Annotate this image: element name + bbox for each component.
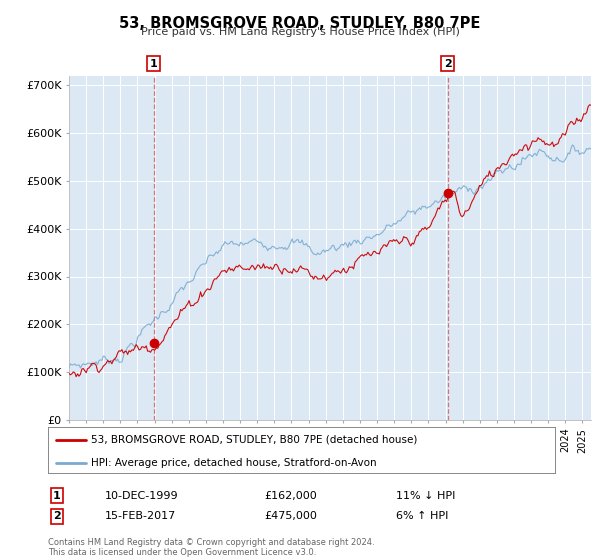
- Text: Price paid vs. HM Land Registry's House Price Index (HPI): Price paid vs. HM Land Registry's House …: [140, 27, 460, 37]
- Text: 6% ↑ HPI: 6% ↑ HPI: [396, 511, 448, 521]
- Text: 15-FEB-2017: 15-FEB-2017: [105, 511, 176, 521]
- Text: This data is licensed under the Open Government Licence v3.0.: This data is licensed under the Open Gov…: [48, 548, 316, 557]
- Text: £162,000: £162,000: [264, 491, 317, 501]
- Text: HPI: Average price, detached house, Stratford-on-Avon: HPI: Average price, detached house, Stra…: [91, 458, 377, 468]
- Text: 2: 2: [444, 59, 451, 69]
- Text: 1: 1: [150, 59, 158, 69]
- Text: Contains HM Land Registry data © Crown copyright and database right 2024.: Contains HM Land Registry data © Crown c…: [48, 538, 374, 547]
- Text: 53, BROMSGROVE ROAD, STUDLEY, B80 7PE: 53, BROMSGROVE ROAD, STUDLEY, B80 7PE: [119, 16, 481, 31]
- Text: 53, BROMSGROVE ROAD, STUDLEY, B80 7PE (detached house): 53, BROMSGROVE ROAD, STUDLEY, B80 7PE (d…: [91, 435, 418, 445]
- Text: 11% ↓ HPI: 11% ↓ HPI: [396, 491, 455, 501]
- Text: 2: 2: [53, 511, 61, 521]
- Text: £475,000: £475,000: [264, 511, 317, 521]
- Text: 10-DEC-1999: 10-DEC-1999: [105, 491, 179, 501]
- Text: 1: 1: [53, 491, 61, 501]
